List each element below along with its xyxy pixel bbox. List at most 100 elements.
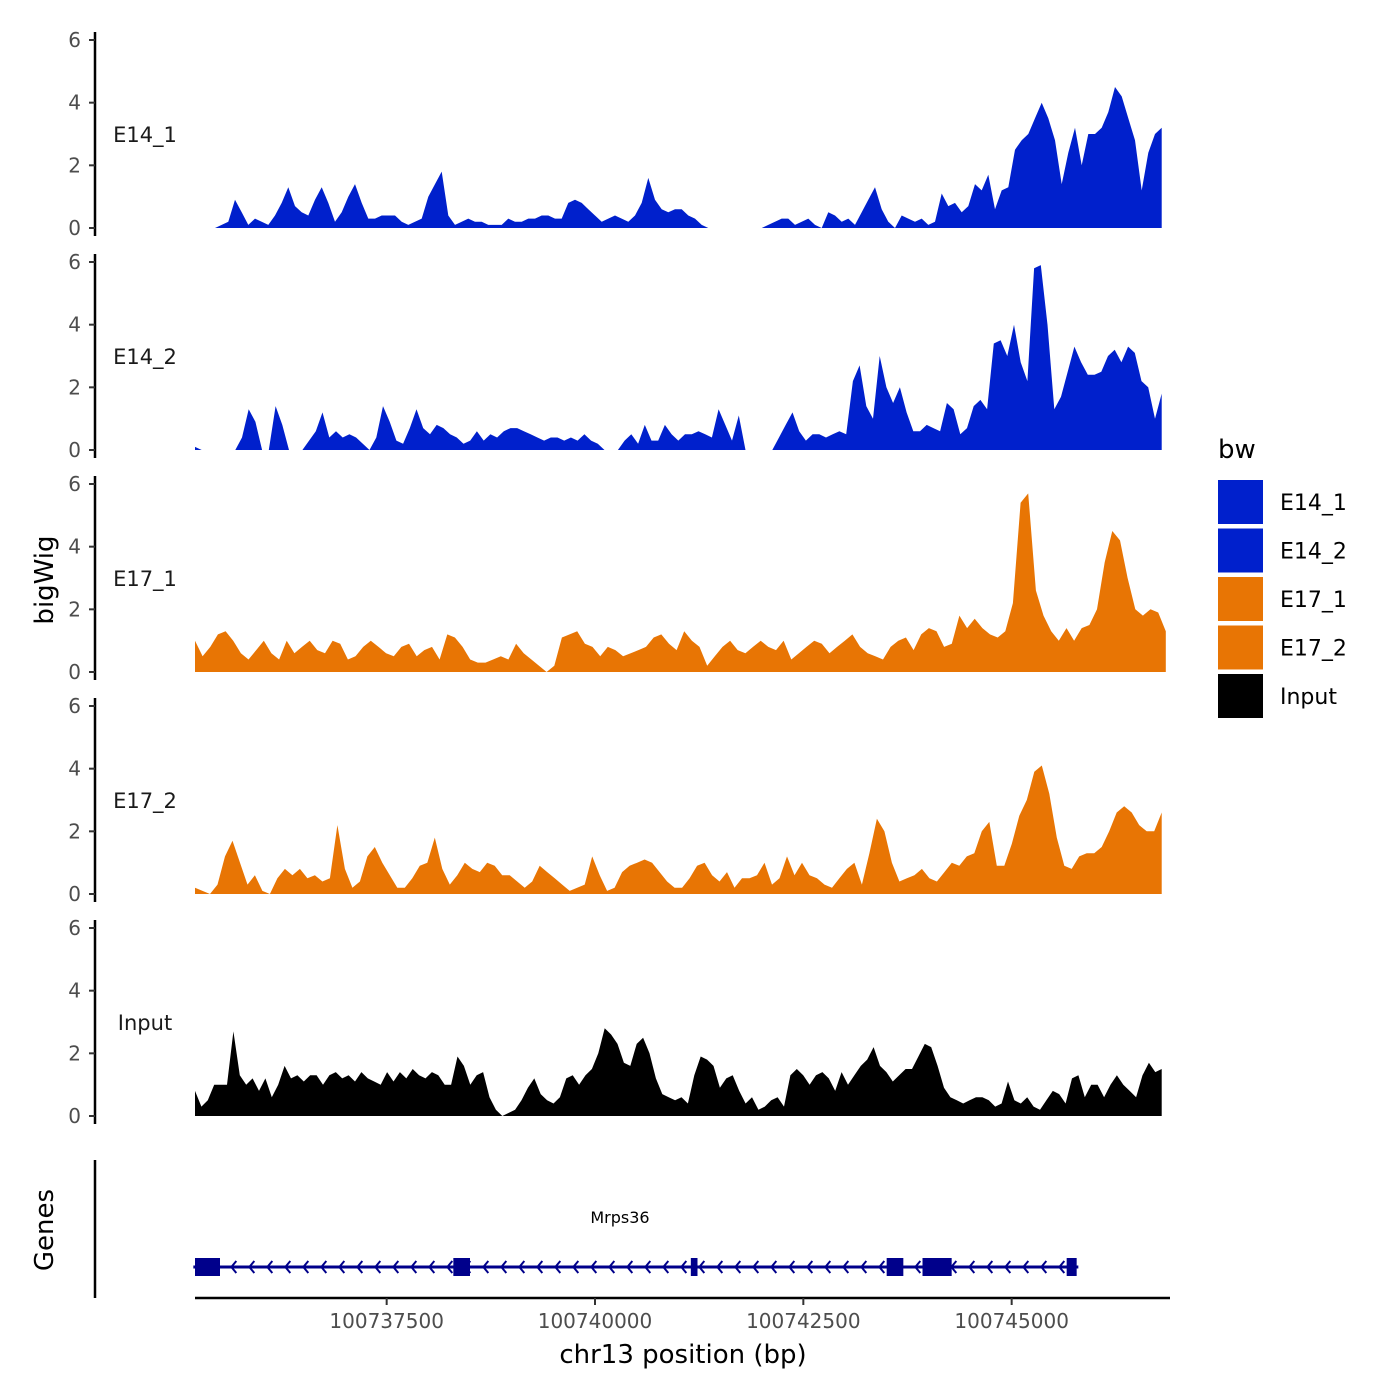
strand-arrow [428, 1260, 436, 1274]
y-tick-label: 6 [68, 916, 81, 940]
y-tick-label: 6 [68, 28, 81, 52]
strand-arrow [266, 1260, 274, 1274]
gene-exon [1066, 1258, 1077, 1276]
strand-arrow [482, 1260, 490, 1274]
strand-arrow [914, 1260, 922, 1274]
strand-arrow [626, 1260, 634, 1274]
strand-arrow [716, 1260, 724, 1274]
y-tick-label: 4 [68, 757, 81, 781]
signal-area-e14-1 [215, 87, 1162, 228]
gene-exon [453, 1258, 470, 1276]
strand-arrow [230, 1260, 238, 1274]
strand-arrow [608, 1260, 616, 1274]
legend-label: E14_1 [1280, 491, 1347, 516]
strand-arrow [1004, 1260, 1012, 1274]
strand-arrow [302, 1260, 310, 1274]
legend-label: E14_2 [1280, 540, 1347, 565]
y-tick-label: 2 [68, 597, 81, 621]
y-tick-label: 6 [68, 472, 81, 496]
panel-e14-2: 0 2 4 6 E14_2 [68, 250, 1162, 462]
strand-arrow [770, 1260, 778, 1274]
strand-arrow [734, 1260, 742, 1274]
gene-exon [195, 1258, 220, 1276]
strand-arrow [500, 1260, 508, 1274]
y-tick-label: 0 [68, 660, 81, 684]
y-tick-label: 0 [68, 216, 81, 240]
legend-swatch [1218, 528, 1263, 573]
gene-exon [922, 1258, 952, 1276]
y-tick-label: 4 [68, 979, 81, 1003]
strand-arrow [410, 1260, 418, 1274]
gene-name-label: Mrps36 [590, 1208, 649, 1227]
gene-track-panel: Mrps36 [93, 1160, 1079, 1298]
y-tick-label: 4 [68, 535, 81, 559]
strand-arrow [248, 1260, 256, 1274]
strand-arrow [788, 1260, 796, 1274]
strand-arrow [374, 1260, 382, 1274]
x-tick-label: 100740000 [538, 1309, 653, 1333]
strand-arrow [1058, 1260, 1066, 1274]
signal-area-e17-2 [195, 765, 1162, 894]
strand-arrow [824, 1260, 832, 1274]
strand-arrow [752, 1260, 760, 1274]
track-label: Input [118, 1011, 172, 1035]
legend-item: E17_2 [1218, 625, 1347, 670]
strand-arrow [662, 1260, 670, 1274]
y-tick-label: 4 [68, 91, 81, 115]
gene-exon [886, 1258, 904, 1276]
genes-axis-title: Genes [30, 1189, 60, 1271]
y-tick-label: 6 [68, 694, 81, 718]
y-tick-label: 2 [68, 153, 81, 177]
strand-arrow [356, 1260, 364, 1274]
signal-area-e14-2 [195, 265, 1162, 450]
strand-arrow [392, 1260, 400, 1274]
legend-item: E14_2 [1218, 528, 1347, 573]
y-tick-label: 0 [68, 1104, 81, 1128]
legend: E14_1 E14_2 E17_1 E17_2 Input [1218, 480, 1347, 718]
x-axis-title: chr13 position (bp) [559, 1340, 806, 1370]
strand-arrow [644, 1260, 652, 1274]
strand-arrow [968, 1260, 976, 1274]
strand-arrow [806, 1260, 814, 1274]
gene-exon [690, 1258, 698, 1276]
y-tick-label: 2 [68, 375, 81, 399]
track-label: E17_2 [113, 789, 177, 814]
y-axis-title: bigWig [30, 535, 60, 624]
legend-label: Input [1280, 685, 1337, 710]
strand-arrow [284, 1260, 292, 1274]
strand-arrow [860, 1260, 868, 1274]
legend-swatch [1218, 577, 1263, 621]
strand-arrow [1040, 1260, 1048, 1274]
strand-arrow [554, 1260, 562, 1274]
signal-panels: 0 2 4 6 E14_1 0 2 4 6 E14_2 0 2 4 6 E17_1 0 2 4 6 E17_2 0 2 4 6… [68, 28, 1166, 1128]
y-tick-label: 2 [68, 819, 81, 843]
strand-arrow [842, 1260, 850, 1274]
signal-area-input [195, 1028, 1162, 1116]
y-tick-label: 4 [68, 313, 81, 337]
strand-arrow [446, 1260, 454, 1274]
panel-e17-1: 0 2 4 6 E17_1 [68, 472, 1166, 684]
strand-arrow [1022, 1260, 1030, 1274]
legend-title: bw [1218, 435, 1256, 465]
legend-item: E17_1 [1218, 577, 1347, 621]
panel-e14-1: 0 2 4 6 E14_1 [68, 28, 1162, 240]
strand-arrow [986, 1260, 994, 1274]
legend-item: Input [1218, 674, 1337, 718]
strand-arrow [572, 1260, 580, 1274]
panel-input: 0 2 4 6 Input [68, 916, 1162, 1128]
y-tick-label: 6 [68, 250, 81, 274]
y-tick-label: 2 [68, 1041, 81, 1065]
strand-arrow [518, 1260, 526, 1274]
strand-arrow [680, 1260, 688, 1274]
track-label: E14_2 [113, 345, 177, 370]
y-tick-label: 0 [68, 882, 81, 906]
panel-e17-2: 0 2 4 6 E17_2 [68, 694, 1162, 906]
x-tick-label: 100745000 [954, 1309, 1069, 1333]
signal-area-e17-1 [195, 493, 1166, 672]
legend-swatch [1218, 674, 1263, 718]
y-tick-label: 0 [68, 438, 81, 462]
legend-label: E17_2 [1280, 637, 1347, 662]
track-label: E14_1 [113, 123, 177, 148]
legend-label: E17_1 [1280, 588, 1347, 613]
